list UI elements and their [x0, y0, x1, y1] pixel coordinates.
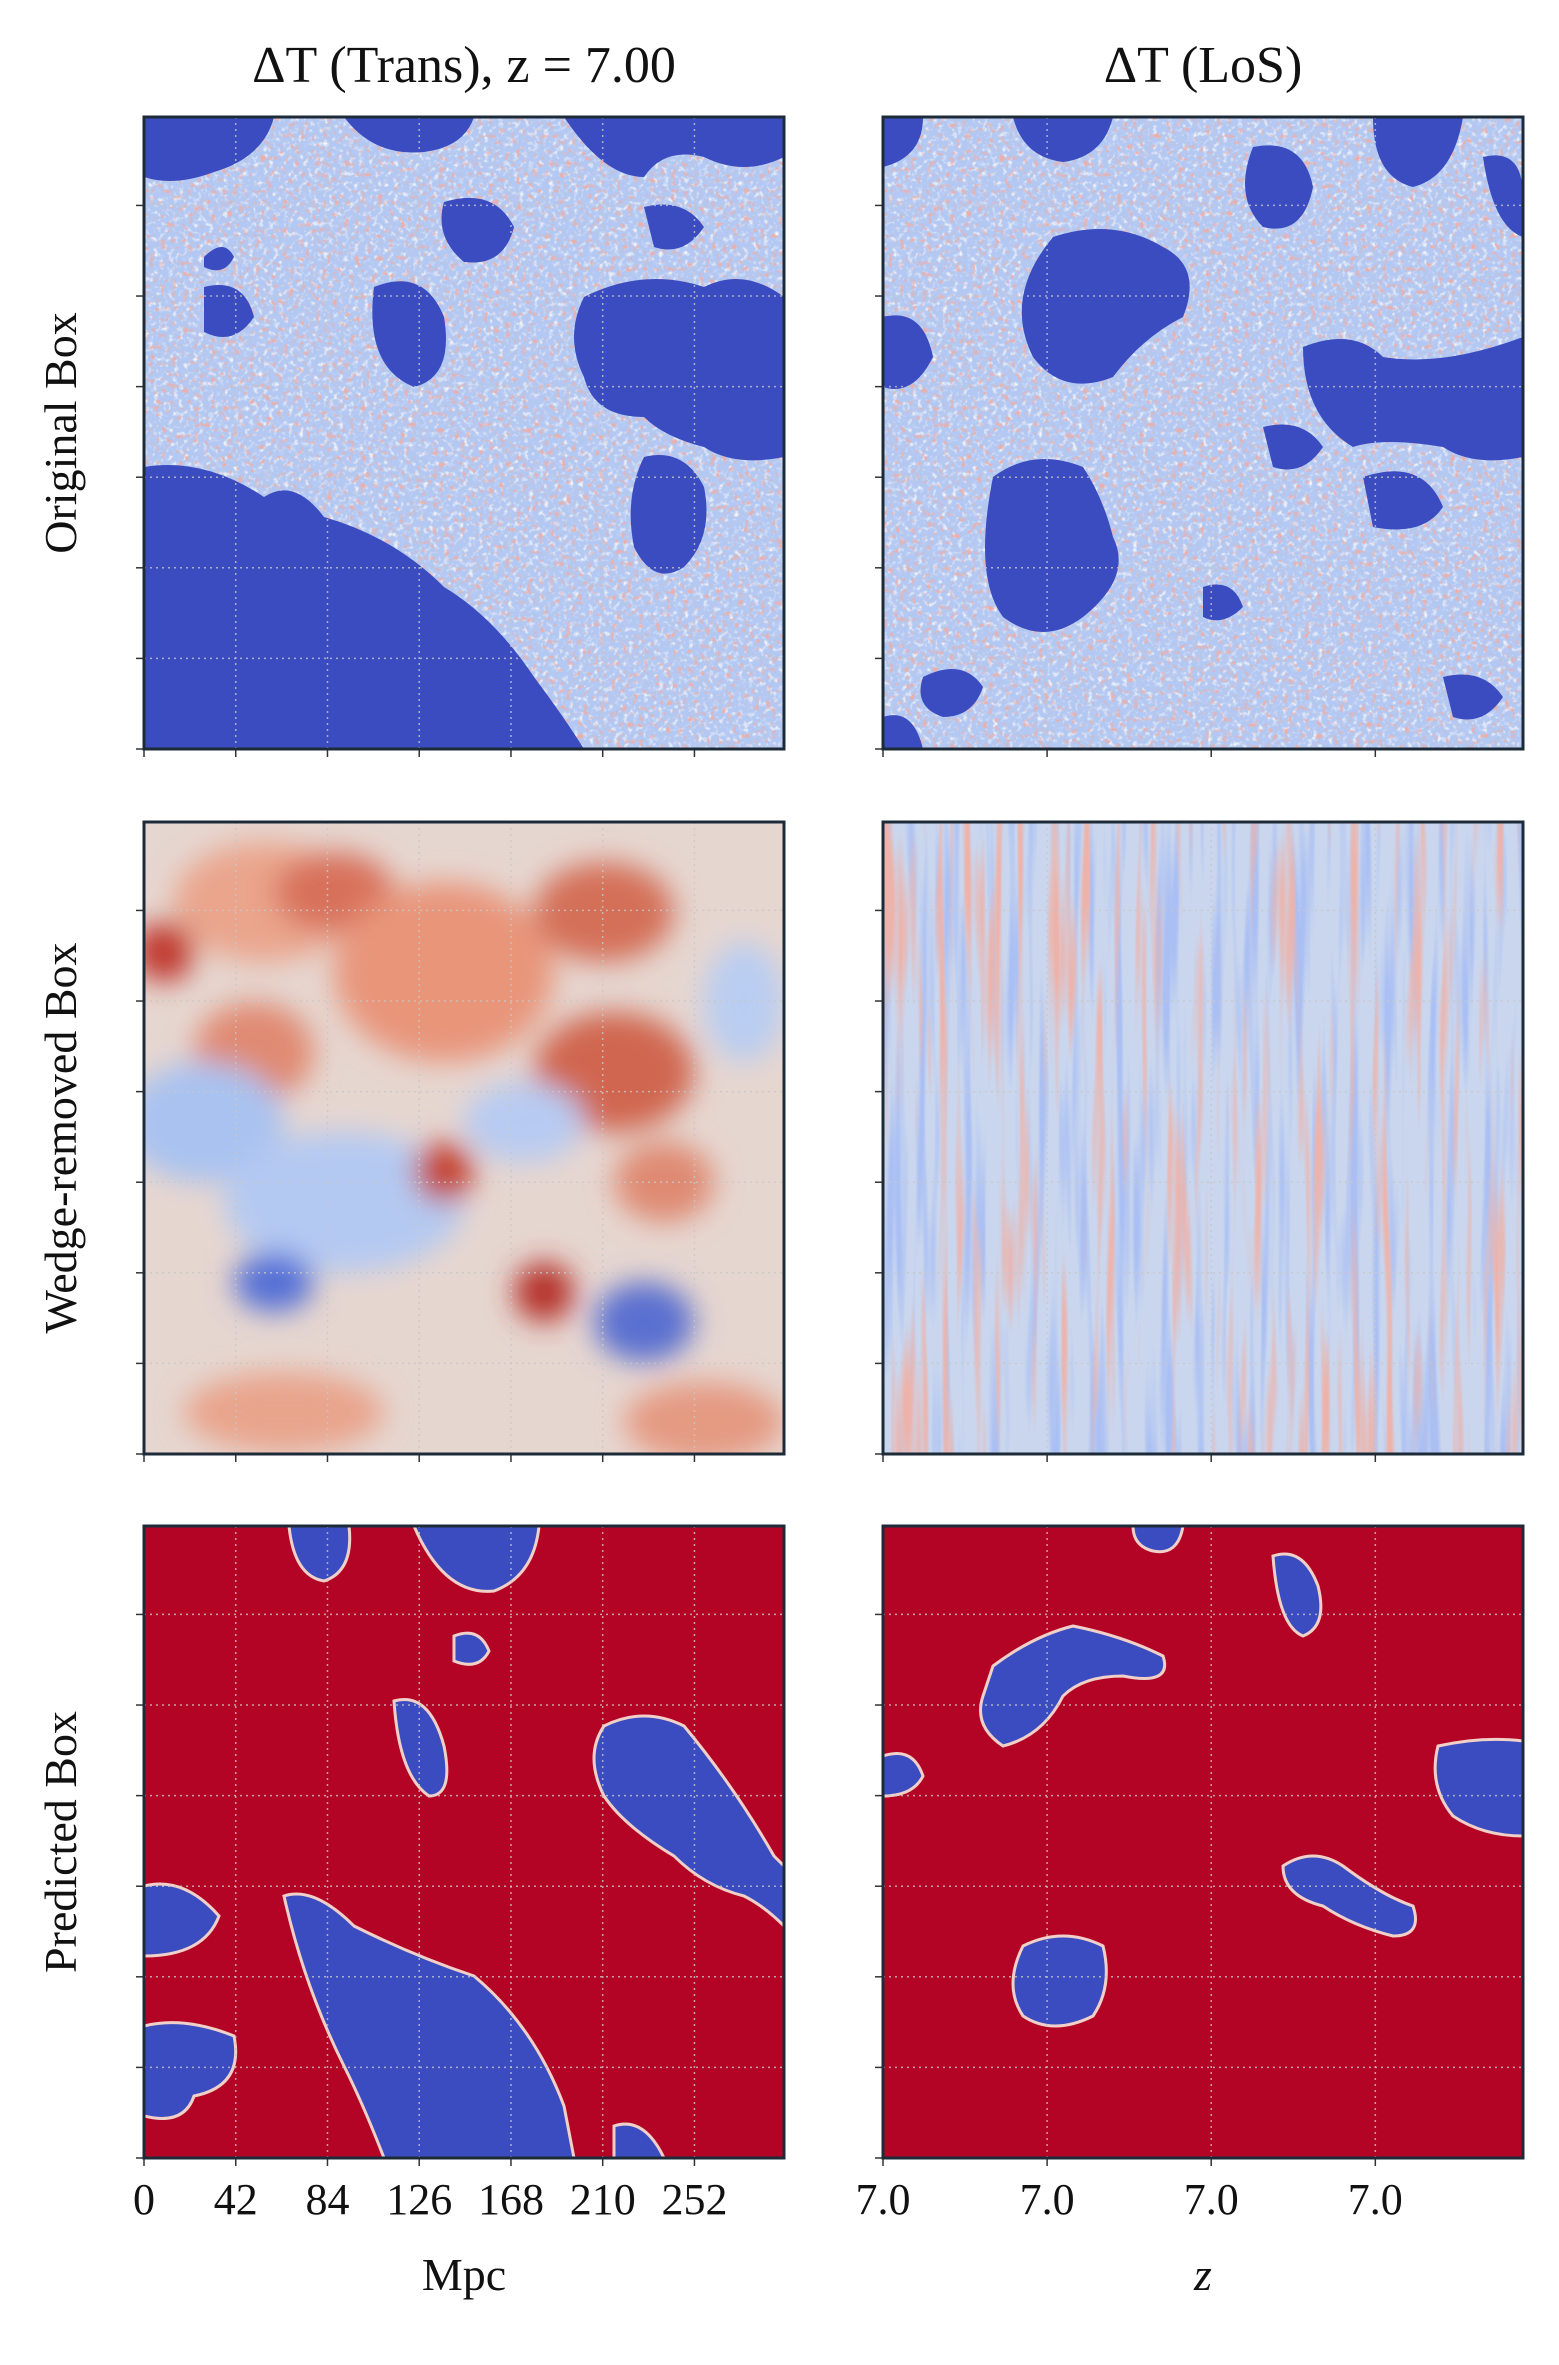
- panel-frame: [881, 820, 1525, 1456]
- panel-frame: [142, 820, 786, 1456]
- x-tick-label: 7.0: [1348, 2175, 1403, 2224]
- x-axis-label: Mpc: [422, 2249, 506, 2300]
- x-tick-label: 210: [570, 2175, 636, 2224]
- x-tick-label: 42: [214, 2175, 258, 2224]
- x-tick-label: 0: [133, 2175, 155, 2224]
- x-tick-label: 126: [386, 2175, 452, 2224]
- x-tick-label: 7.0: [1184, 2175, 1239, 2224]
- panel-original-trans: [144, 117, 784, 749]
- x-tick-label: 84: [305, 2175, 349, 2224]
- x-tick-label: 7.0: [856, 2175, 911, 2224]
- row-label: Predicted Box: [35, 1711, 86, 1973]
- column-title: ΔT (LoS): [1104, 37, 1303, 94]
- x-tick-label: 168: [478, 2175, 544, 2224]
- panel-wedge-trans: [144, 822, 784, 1454]
- column-title: ΔT (Trans), z = 7.00: [252, 37, 676, 94]
- x-tick-label: 7.0: [1020, 2175, 1075, 2224]
- row-label: Original Box: [35, 312, 86, 553]
- panel-original-los: [883, 117, 1523, 749]
- panel-predicted-los: [883, 1526, 1523, 2158]
- panel-frame: [881, 115, 1525, 751]
- panel-frame: [881, 1524, 1525, 2160]
- row-label: Wedge-removed Box: [35, 943, 86, 1334]
- x-tick-label: 252: [661, 2175, 727, 2224]
- panel-wedge-los: [883, 822, 1523, 1454]
- x-axis-label: z: [1193, 2249, 1212, 2300]
- panel-frame: [142, 115, 786, 751]
- panel-frame: [142, 1524, 786, 2160]
- panel-predicted-trans: [144, 1526, 784, 2158]
